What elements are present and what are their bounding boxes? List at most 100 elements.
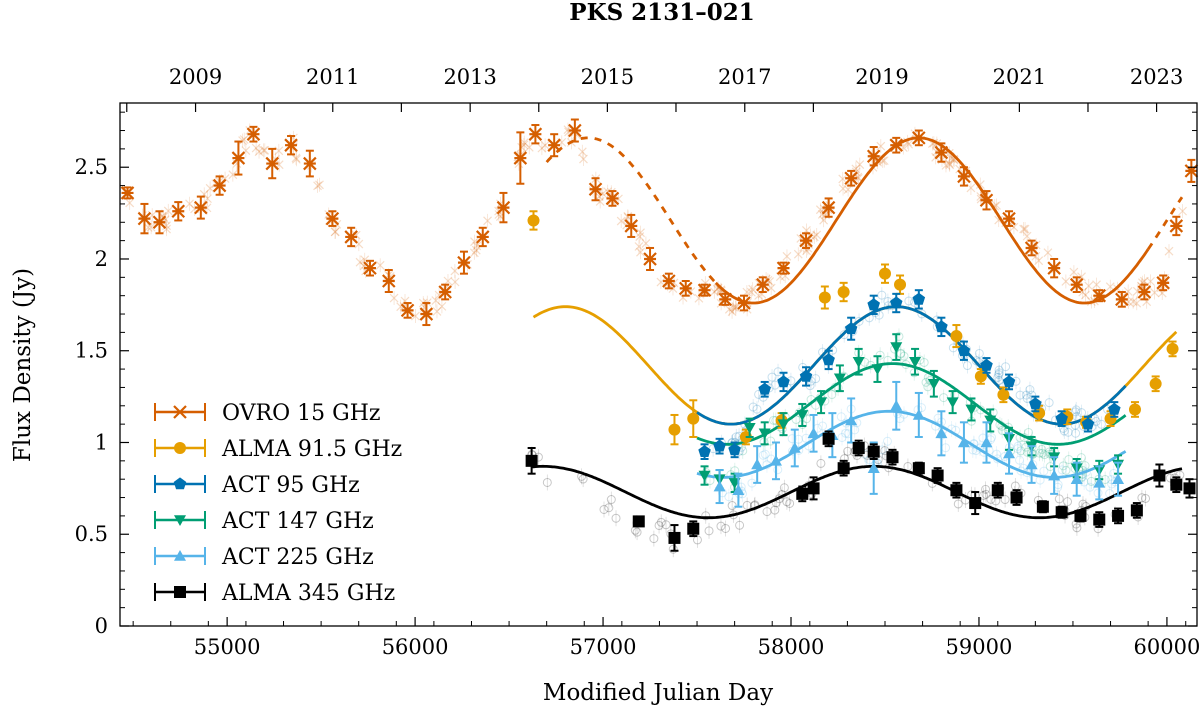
faint-point bbox=[1034, 256, 1044, 266]
data-point bbox=[950, 484, 963, 497]
data-point bbox=[698, 445, 711, 457]
faint-point bbox=[843, 446, 853, 456]
faint-point bbox=[1076, 453, 1086, 463]
data-point bbox=[852, 441, 865, 454]
faint-point bbox=[1077, 272, 1086, 282]
fit-curve bbox=[696, 362, 1127, 446]
top-year-label: 2023 bbox=[1130, 65, 1183, 89]
faint-point bbox=[944, 159, 954, 169]
faint-point bbox=[483, 216, 492, 226]
faint-point bbox=[945, 160, 955, 170]
data-point bbox=[957, 169, 971, 184]
faint-point bbox=[966, 183, 976, 193]
data-point bbox=[837, 462, 850, 475]
data-point bbox=[1055, 412, 1068, 424]
data-point bbox=[668, 423, 681, 436]
faint-point bbox=[1044, 398, 1054, 408]
data-point bbox=[1115, 292, 1129, 307]
faint-point bbox=[1015, 455, 1025, 465]
data-point bbox=[718, 292, 733, 307]
faint-point bbox=[762, 507, 772, 517]
legend-item: ACT 95 GHz bbox=[154, 473, 360, 498]
faint-point bbox=[793, 249, 803, 259]
faint-point bbox=[742, 500, 752, 510]
faint-point bbox=[827, 390, 837, 400]
series-2 bbox=[698, 289, 1121, 461]
data-point bbox=[1108, 402, 1121, 415]
data-point bbox=[475, 230, 490, 244]
faint-point bbox=[994, 365, 1004, 375]
faint-point bbox=[1164, 246, 1174, 256]
faint-point bbox=[636, 247, 645, 257]
faint-point bbox=[993, 372, 1003, 382]
data-point bbox=[1069, 277, 1084, 292]
faint-point bbox=[816, 458, 826, 468]
faint-point bbox=[330, 227, 340, 237]
data-point bbox=[713, 439, 726, 452]
faint-point bbox=[1092, 280, 1101, 290]
data-point bbox=[984, 415, 997, 427]
faint-point bbox=[1072, 523, 1082, 533]
data-point bbox=[912, 408, 925, 420]
faint-point bbox=[727, 501, 737, 511]
top-year-label: 2017 bbox=[718, 65, 771, 89]
faint-point bbox=[727, 307, 737, 317]
data-point bbox=[1093, 476, 1106, 488]
fit-curve bbox=[696, 305, 1127, 426]
faint-point bbox=[437, 301, 447, 311]
faint-point bbox=[410, 311, 420, 321]
faint-point bbox=[760, 449, 770, 459]
faint-point bbox=[981, 484, 991, 494]
data-point bbox=[1074, 509, 1087, 522]
top-year-label: 2011 bbox=[306, 65, 359, 89]
faint-point bbox=[598, 189, 608, 199]
legend-label: ALMA 91.5 GHz bbox=[221, 437, 402, 462]
faint-point bbox=[746, 287, 756, 297]
faint-point bbox=[1027, 390, 1037, 400]
faint-point bbox=[315, 180, 324, 190]
data-point bbox=[382, 274, 396, 288]
data-point bbox=[909, 356, 922, 368]
faint-point bbox=[721, 523, 731, 533]
faint-point bbox=[641, 239, 651, 248]
data-point bbox=[363, 261, 377, 275]
data-point bbox=[687, 412, 700, 425]
data-point bbox=[728, 443, 741, 456]
data-point bbox=[957, 344, 971, 357]
faint-point bbox=[782, 251, 792, 261]
y-tick-label: 1 bbox=[95, 430, 108, 454]
data-point bbox=[668, 531, 681, 544]
data-point bbox=[1025, 458, 1038, 470]
data-point bbox=[980, 436, 993, 448]
faint-point bbox=[1137, 493, 1147, 503]
data-point bbox=[568, 123, 582, 138]
faint-point bbox=[979, 490, 989, 500]
faint-point bbox=[1021, 390, 1031, 400]
data-point bbox=[912, 462, 925, 475]
faint-point bbox=[519, 138, 529, 148]
faint-point bbox=[916, 403, 926, 413]
data-point bbox=[547, 138, 561, 152]
faint-point bbox=[443, 276, 453, 286]
faint-point bbox=[1178, 206, 1187, 216]
faint-point bbox=[716, 521, 726, 531]
faint-point bbox=[313, 181, 322, 191]
faint-point bbox=[854, 316, 864, 326]
faint-point bbox=[259, 145, 269, 155]
data-point bbox=[662, 274, 676, 288]
data-point bbox=[822, 432, 835, 445]
faint-point bbox=[595, 197, 605, 206]
faint-point bbox=[163, 206, 173, 216]
x-tick-label: 56000 bbox=[382, 635, 449, 659]
data-point bbox=[890, 399, 903, 411]
legend-label: ACT 95 GHz bbox=[221, 473, 360, 498]
faint-point bbox=[635, 232, 645, 242]
data-point bbox=[969, 497, 982, 510]
data-point bbox=[231, 151, 246, 165]
data-point bbox=[527, 214, 540, 227]
series-3 bbox=[698, 333, 1125, 494]
data-point bbox=[756, 277, 770, 292]
faint-point bbox=[228, 170, 238, 180]
faint-point bbox=[517, 142, 527, 152]
data-point bbox=[751, 458, 764, 470]
